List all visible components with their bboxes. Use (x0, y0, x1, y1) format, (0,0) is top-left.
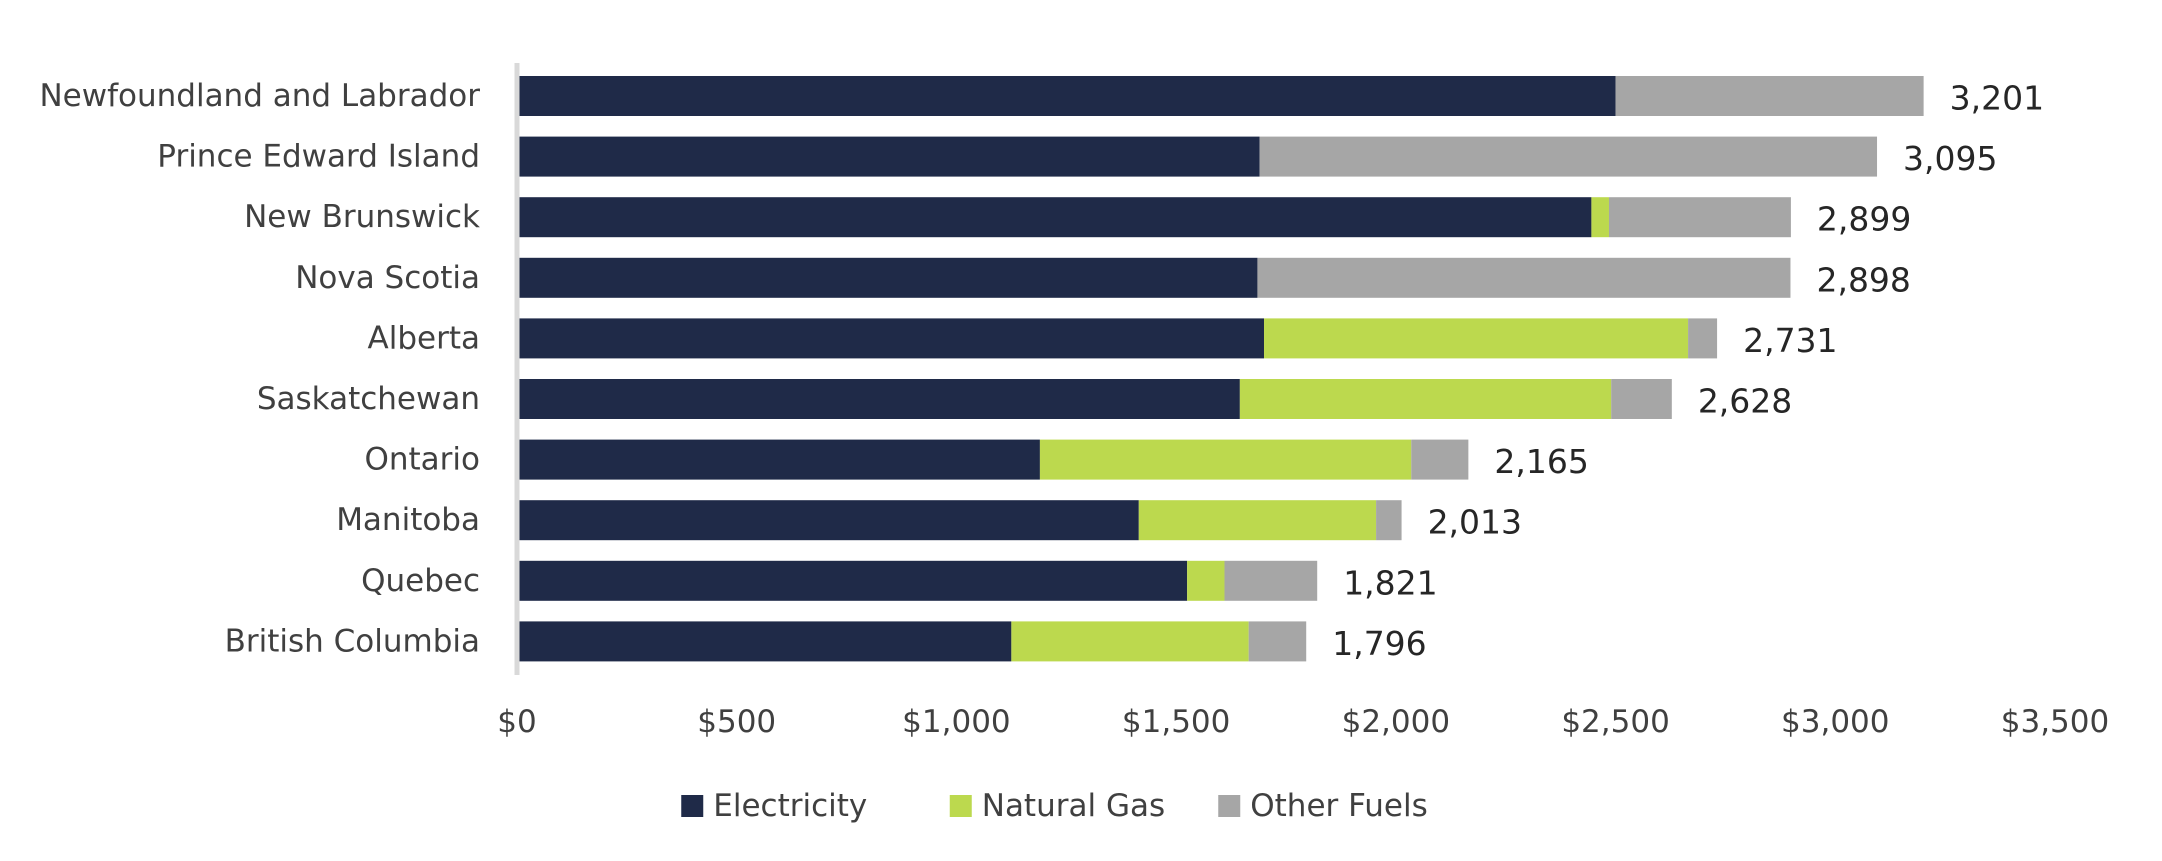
bars-layer (517, 76, 1924, 662)
x-tick-label: $3,000 (1781, 704, 1889, 740)
total-label-newfoundland-and-labrador: 3,201 (1950, 79, 2044, 118)
total-label-british-columbia: 1,796 (1332, 624, 1426, 663)
bar-ontario-electricity (517, 439, 1040, 480)
legend-label-electricity: Electricity (713, 788, 867, 824)
bar-newfoundland-and-labrador-other-fuels (1615, 76, 1924, 116)
total-label-quebec: 1,821 (1343, 563, 1437, 602)
x-tick-label: $500 (697, 704, 776, 740)
legend: Electricity Natural Gas Other Fuels (681, 788, 1428, 824)
bar-prince-edward-island-other-fuels (1259, 136, 1878, 177)
bar-saskatchewan-other-fuels (1611, 379, 1672, 419)
bar-alberta-natural-gas (1264, 318, 1689, 359)
category-label-new-brunswick: New Brunswick (244, 199, 480, 235)
bar-quebec-electricity (517, 560, 1188, 601)
legend-label-natural-gas: Natural Gas (982, 788, 1165, 824)
category-label-saskatchewan: Saskatchewan (257, 381, 480, 417)
category-label-manitoba: Manitoba (336, 502, 480, 538)
bar-quebec-natural-gas (1187, 560, 1225, 601)
category-label-ontario: Ontario (364, 442, 480, 478)
legend-swatch-electricity (681, 795, 704, 817)
total-label-prince-edward-island: 3,095 (1903, 139, 1997, 178)
bar-alberta-other-fuels (1688, 318, 1718, 359)
bar-new-brunswick-natural-gas (1591, 197, 1609, 238)
bar-british-columbia-electricity (517, 621, 1012, 662)
total-label-manitoba: 2,013 (1428, 503, 1522, 542)
bar-new-brunswick-electricity (517, 197, 1592, 238)
category-label-nova-scotia: Nova Scotia (295, 260, 480, 296)
bar-quebec-other-fuels (1224, 560, 1318, 601)
total-label-saskatchewan: 2,628 (1698, 382, 1792, 421)
legend-swatch-other-fuels (1218, 795, 1241, 817)
bar-newfoundland-and-labrador-electricity (517, 76, 1616, 116)
category-labels: Newfoundland and Labrador Prince Edward I… (39, 78, 480, 659)
category-label-prince-edward-island: Prince Edward Island (157, 139, 480, 175)
bar-manitoba-electricity (517, 500, 1139, 541)
bar-manitoba-other-fuels (1376, 500, 1402, 541)
bar-nova-scotia-other-fuels (1257, 257, 1791, 298)
bar-manitoba-natural-gas (1138, 500, 1377, 541)
bar-prince-edward-island-electricity (517, 136, 1260, 177)
legend-swatch-natural-gas (949, 795, 972, 817)
x-tick-label: $3,500 (2001, 704, 2109, 740)
total-label-alberta: 2,731 (1743, 321, 1837, 360)
bar-alberta-electricity (517, 318, 1265, 359)
category-label-british-columbia: British Columbia (225, 623, 480, 659)
category-label-newfoundland-and-labrador: Newfoundland and Labrador (39, 78, 480, 114)
x-tick-label: $2,000 (1342, 704, 1450, 740)
bar-ontario-other-fuels (1411, 439, 1469, 480)
x-tick-label: $1,500 (1122, 704, 1230, 740)
bar-saskatchewan-natural-gas (1239, 379, 1612, 419)
total-label-ontario: 2,165 (1494, 442, 1588, 481)
total-label-new-brunswick: 2,899 (1817, 200, 1911, 239)
x-axis-tick-labels: $0 $500 $1,000 $1,500 $2,000 $2,500 $3,000 $3,5… (497, 704, 2109, 740)
legend-label-other-fuels: Other Fuels (1250, 788, 1428, 824)
bar-saskatchewan-electricity (517, 379, 1240, 419)
category-label-quebec: Quebec (361, 563, 480, 599)
bar-new-brunswick-other-fuels (1608, 197, 1791, 238)
x-tick-label: $0 (497, 704, 536, 740)
x-tick-label: $2,500 (1561, 704, 1669, 740)
bar-nova-scotia-electricity (517, 257, 1258, 298)
x-tick-label: $1,000 (902, 704, 1010, 740)
total-labels: 3,201 3,095 2,899 2,898 2,731 2,628 2,165 2,013… (1332, 79, 2044, 663)
bar-ontario-natural-gas (1039, 439, 1412, 480)
bar-british-columbia-other-fuels (1248, 621, 1307, 662)
category-label-alberta: Alberta (368, 320, 480, 356)
bar-british-columbia-natural-gas (1011, 621, 1249, 662)
total-label-nova-scotia: 2,898 (1816, 260, 1910, 299)
